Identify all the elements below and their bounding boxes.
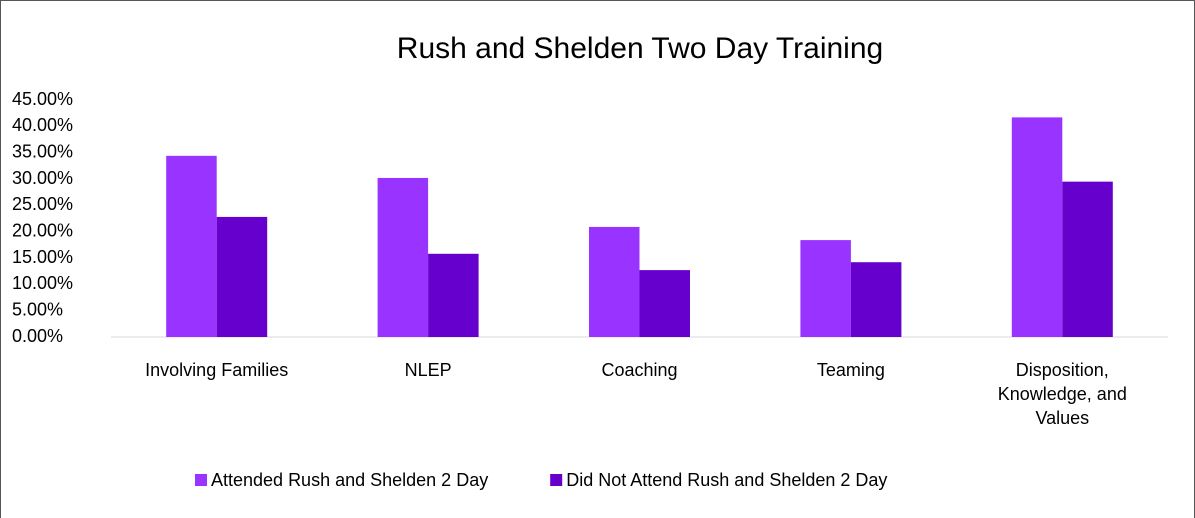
y-tick-label: 10.00% bbox=[12, 273, 73, 293]
bar bbox=[166, 155, 217, 337]
x-tick-label: NLEP bbox=[404, 360, 452, 380]
y-tick-label: 0.00% bbox=[12, 326, 63, 346]
chart-title: Rush and Shelden Two Day Training bbox=[397, 32, 883, 65]
y-tick-label: 40.00% bbox=[12, 115, 73, 135]
y-tick-label: 35.00% bbox=[12, 141, 73, 161]
bar bbox=[377, 177, 429, 337]
x-tick-label: Involving Families bbox=[145, 360, 289, 380]
y-tick-label: 25.00% bbox=[12, 194, 73, 214]
bar bbox=[850, 262, 902, 337]
y-tick-label: 5.00% bbox=[12, 299, 63, 319]
bar bbox=[1062, 181, 1113, 337]
bar bbox=[639, 270, 690, 337]
legend-swatch bbox=[195, 474, 207, 486]
y-tick-label: 30.00% bbox=[12, 168, 73, 188]
y-tick-label: 15.00% bbox=[12, 247, 73, 267]
x-tick-label: Disposition, Knowledge, and Values bbox=[997, 360, 1127, 428]
x-tick-label: Teaming bbox=[816, 360, 885, 380]
y-tick-label: 20.00% bbox=[12, 220, 73, 240]
bar bbox=[1011, 117, 1063, 337]
legend-swatch bbox=[550, 474, 563, 486]
bar bbox=[800, 240, 851, 337]
y-tick-label: 45.00% bbox=[12, 89, 73, 109]
bar bbox=[428, 253, 479, 337]
x-tick-label: Coaching bbox=[601, 360, 678, 380]
bar bbox=[589, 226, 640, 337]
legend-label: Attended Rush and Shelden 2 Day bbox=[211, 470, 488, 490]
bar bbox=[216, 216, 268, 337]
legend-label: Did Not Attend Rush and Shelden 2 Day bbox=[566, 470, 887, 490]
